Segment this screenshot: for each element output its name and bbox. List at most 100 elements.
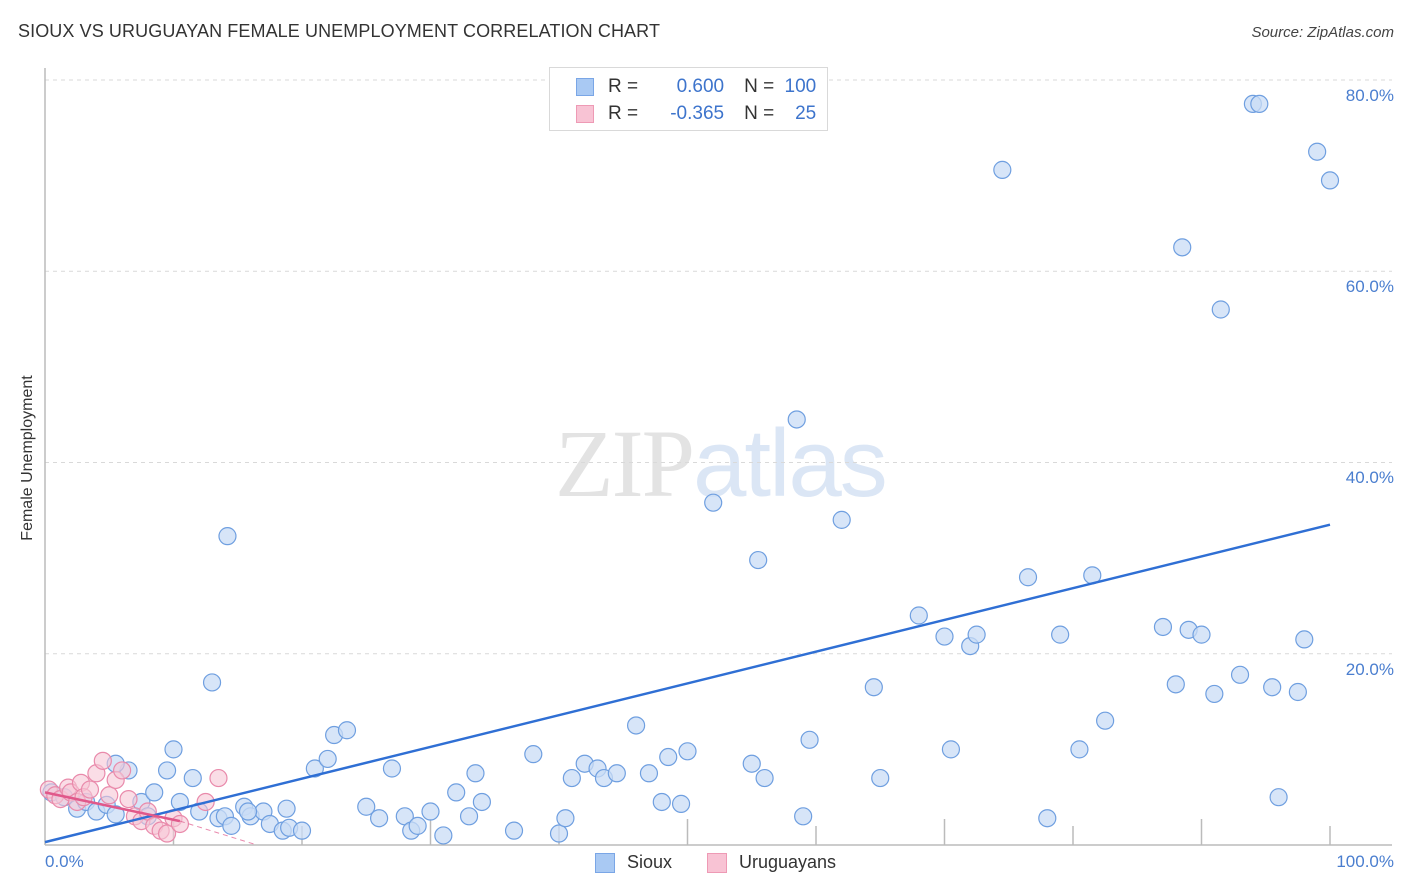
n-value: 100	[784, 76, 817, 97]
sioux-data-point[interactable]	[106, 805, 125, 824]
axes	[44, 68, 1392, 846]
sioux-data-point[interactable]	[659, 747, 678, 767]
sioux-data-point[interactable]	[787, 410, 806, 429]
sioux-data-point[interactable]	[1288, 682, 1307, 702]
sioux-data-point[interactable]	[1153, 617, 1173, 637]
sioux-data-point[interactable]	[238, 802, 258, 821]
sioux-data-point[interactable]	[1192, 625, 1211, 644]
sioux-data-point[interactable]	[1295, 630, 1314, 649]
sioux-data-point[interactable]	[218, 527, 237, 546]
sioux-data-point[interactable]	[607, 764, 626, 783]
sioux-points	[42, 94, 1340, 845]
sioux-data-point[interactable]	[222, 816, 241, 835]
legend-item-sioux[interactable]: Sioux	[595, 852, 672, 873]
sioux-data-point[interactable]	[472, 792, 491, 812]
sioux-data-point[interactable]	[1166, 675, 1185, 694]
y-tick-20: 20.0%	[1345, 660, 1394, 679]
legend-row-uruguayans: R = -0.365 N = 25	[576, 103, 816, 125]
uruguayan-data-point[interactable]	[100, 786, 119, 805]
sioux-data-point[interactable]	[755, 768, 774, 788]
sioux-data-point[interactable]	[652, 792, 671, 812]
uruguayan-trend-line	[44, 791, 181, 823]
sioux-data-point[interactable]	[549, 824, 569, 843]
sioux-data-point[interactable]	[305, 759, 324, 778]
n-label: N =	[744, 103, 775, 124]
sioux-data-point[interactable]	[357, 797, 376, 816]
stats-legend: R = 0.600 N = 100 R = -0.365 N = 25	[549, 67, 828, 131]
sioux-data-point[interactable]	[1205, 684, 1224, 704]
sioux-data-point[interactable]	[370, 809, 389, 828]
sioux-data-point[interactable]	[794, 807, 813, 826]
n-label: N =	[744, 76, 775, 97]
sioux-data-point[interactable]	[382, 759, 402, 778]
r-value: 0.600	[676, 76, 725, 97]
sioux-data-point[interactable]	[183, 768, 202, 788]
r-label: R =	[608, 76, 639, 97]
sioux-data-point[interactable]	[157, 761, 177, 780]
sioux-data-point[interactable]	[639, 764, 659, 783]
sioux-data-point[interactable]	[678, 742, 697, 761]
sioux-data-point[interactable]	[909, 606, 928, 625]
uruguayan-data-point[interactable]	[119, 789, 138, 809]
uruguayan-trend-extension	[179, 820, 258, 846]
sioux-data-point[interactable]	[1230, 665, 1250, 684]
uruguayan-data-point[interactable]	[80, 780, 100, 799]
uruguayan-data-point[interactable]	[209, 768, 228, 788]
sioux-data-point[interactable]	[421, 802, 440, 821]
sioux-data-point[interactable]	[1038, 809, 1057, 828]
sioux-data-point[interactable]	[1263, 678, 1282, 697]
legend-item-uruguayans[interactable]: Uruguayans	[707, 852, 836, 873]
sioux-data-point[interactable]	[556, 809, 575, 828]
sioux-data-point[interactable]	[1269, 788, 1288, 807]
sioux-data-point[interactable]	[1070, 740, 1089, 759]
legend-label-sioux: Sioux	[627, 852, 673, 872]
r-value: -0.365	[670, 103, 725, 124]
legend-row-sioux: R = 0.600 N = 100	[576, 76, 816, 98]
sioux-swatch-icon	[576, 78, 594, 96]
uruguayan-data-point[interactable]	[157, 824, 177, 843]
sioux-data-point[interactable]	[832, 510, 851, 529]
sioux-data-point[interactable]	[967, 625, 986, 644]
sioux-data-point[interactable]	[145, 783, 164, 802]
sioux-data-point[interactable]	[524, 745, 543, 764]
sioux-data-point[interactable]	[742, 754, 761, 773]
sioux-data-point[interactable]	[447, 783, 466, 802]
sioux-data-point[interactable]	[466, 764, 485, 783]
sioux-data-point[interactable]	[1051, 625, 1070, 644]
sioux-data-point[interactable]	[935, 627, 954, 646]
sioux-data-point[interactable]	[671, 794, 691, 813]
sioux-data-point[interactable]	[993, 160, 1012, 179]
sioux-data-point[interactable]	[318, 749, 337, 769]
sioux-data-point[interactable]	[277, 799, 296, 818]
sioux-data-point[interactable]	[164, 740, 183, 759]
uruguayan-data-point[interactable]	[93, 751, 112, 770]
sioux-data-point[interactable]	[749, 550, 768, 570]
sioux-data-point[interactable]	[1018, 568, 1038, 587]
x-tick-0: 0.0%	[45, 852, 84, 871]
uruguayan-swatch-icon	[707, 852, 727, 873]
sioux-data-point[interactable]	[800, 730, 819, 749]
uruguayan-data-point[interactable]	[170, 814, 190, 834]
sioux-data-point[interactable]	[626, 716, 646, 735]
legend-label-uruguayans: Uruguayans	[739, 852, 837, 872]
sioux-data-point[interactable]	[504, 821, 524, 840]
sioux-data-point[interactable]	[292, 821, 312, 840]
sioux-data-point[interactable]	[871, 768, 890, 788]
uruguayan-data-point[interactable]	[112, 761, 132, 780]
sioux-data-point[interactable]	[864, 678, 883, 697]
sioux-data-point[interactable]	[170, 792, 190, 812]
sioux-data-point[interactable]	[434, 826, 453, 845]
sioux-data-point[interactable]	[1308, 142, 1327, 161]
sioux-data-point[interactable]	[1320, 171, 1340, 190]
sioux-data-point[interactable]	[408, 816, 427, 835]
sioux-data-point[interactable]	[562, 768, 581, 788]
sioux-data-point[interactable]	[1211, 300, 1230, 319]
sioux-data-point[interactable]	[1096, 711, 1115, 730]
sioux-data-point[interactable]	[202, 673, 222, 692]
sioux-data-point[interactable]	[1173, 238, 1192, 257]
sioux-data-point[interactable]	[459, 807, 479, 826]
sioux-data-point[interactable]	[941, 740, 961, 759]
sioux-data-point[interactable]	[337, 721, 357, 740]
sioux-data-point[interactable]	[704, 493, 723, 512]
sioux-data-point[interactable]	[1250, 94, 1269, 114]
